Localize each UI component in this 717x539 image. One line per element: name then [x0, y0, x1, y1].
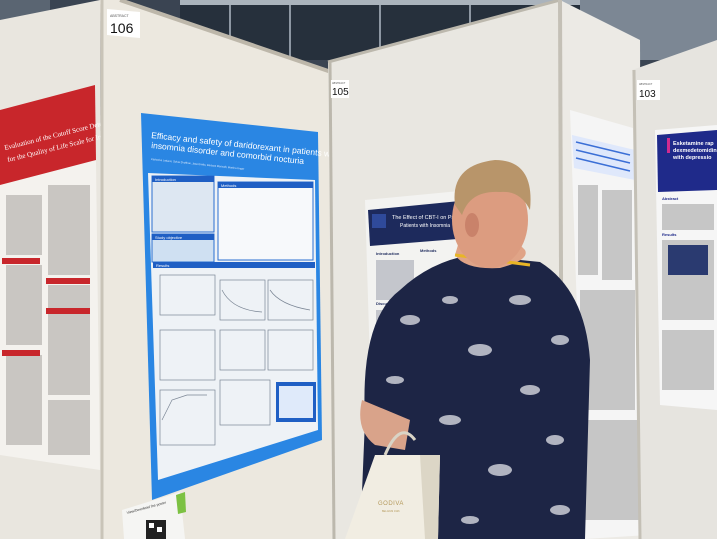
panel-number-label-103: ABSTRACT 103	[637, 80, 660, 100]
blue-section-introduction: Introduction	[155, 177, 176, 182]
panel-number-label-105: ABSTRACT 105	[331, 80, 349, 98]
panel-103: ABSTRACT 103 Esketamine rap dexmedetomid…	[632, 40, 717, 539]
center-poster-title-2: Patients with Insomnia	[400, 223, 450, 229]
panel-number-103: 103	[639, 89, 656, 100]
blue-section-methods: Methods	[221, 183, 236, 188]
right-poster-header	[657, 130, 717, 192]
svg-text:with depressio: with depressio	[672, 155, 712, 161]
qr-card: View/Download the poster	[122, 492, 186, 539]
hair	[454, 160, 531, 215]
qr-code-icon	[146, 520, 166, 539]
center-poster-logo	[372, 214, 386, 228]
blue-poster: Efficacy and safety of daridorexant in p…	[141, 113, 370, 500]
svg-text:Results: Results	[662, 232, 677, 237]
left-poster-body	[2, 185, 90, 455]
svg-text:Methods: Methods	[420, 248, 437, 253]
blue-section-results: Results	[156, 263, 169, 268]
panel-number-label-106: ABSTRACT 106	[107, 9, 140, 38]
svg-text:ABSTRACT: ABSTRACT	[332, 82, 346, 85]
svg-text:ABSTRACT: ABSTRACT	[110, 14, 130, 18]
center-poster-title-1: The Effect of CBT-I on Pa...	[392, 215, 460, 221]
bag-brand: GODIVA	[378, 501, 404, 507]
left-poster-header	[0, 85, 96, 185]
panel-104	[558, 0, 648, 539]
blue-section-study-objective: Study objective	[155, 235, 183, 240]
panel-number-105: 105	[332, 87, 349, 98]
ear	[465, 213, 479, 237]
blue-poster-charts	[159, 274, 314, 446]
godiva-shopping-bag: GODIVA BELGIUM 1926	[345, 431, 440, 539]
arm	[360, 400, 410, 450]
svg-text:dexmedetomidin: dexmedetomidin	[673, 148, 717, 154]
paisley-pattern	[386, 295, 570, 524]
svg-text:Introduction: Introduction	[376, 251, 400, 256]
svg-text:Abstract: Abstract	[662, 196, 679, 201]
panel-number-106: 106	[110, 20, 134, 36]
svg-text:ABSTRACT: ABSTRACT	[639, 83, 653, 86]
svg-text:Esketamine rap: Esketamine rap	[673, 141, 714, 147]
bag-subtitle: BELGIUM 1926	[382, 510, 400, 513]
